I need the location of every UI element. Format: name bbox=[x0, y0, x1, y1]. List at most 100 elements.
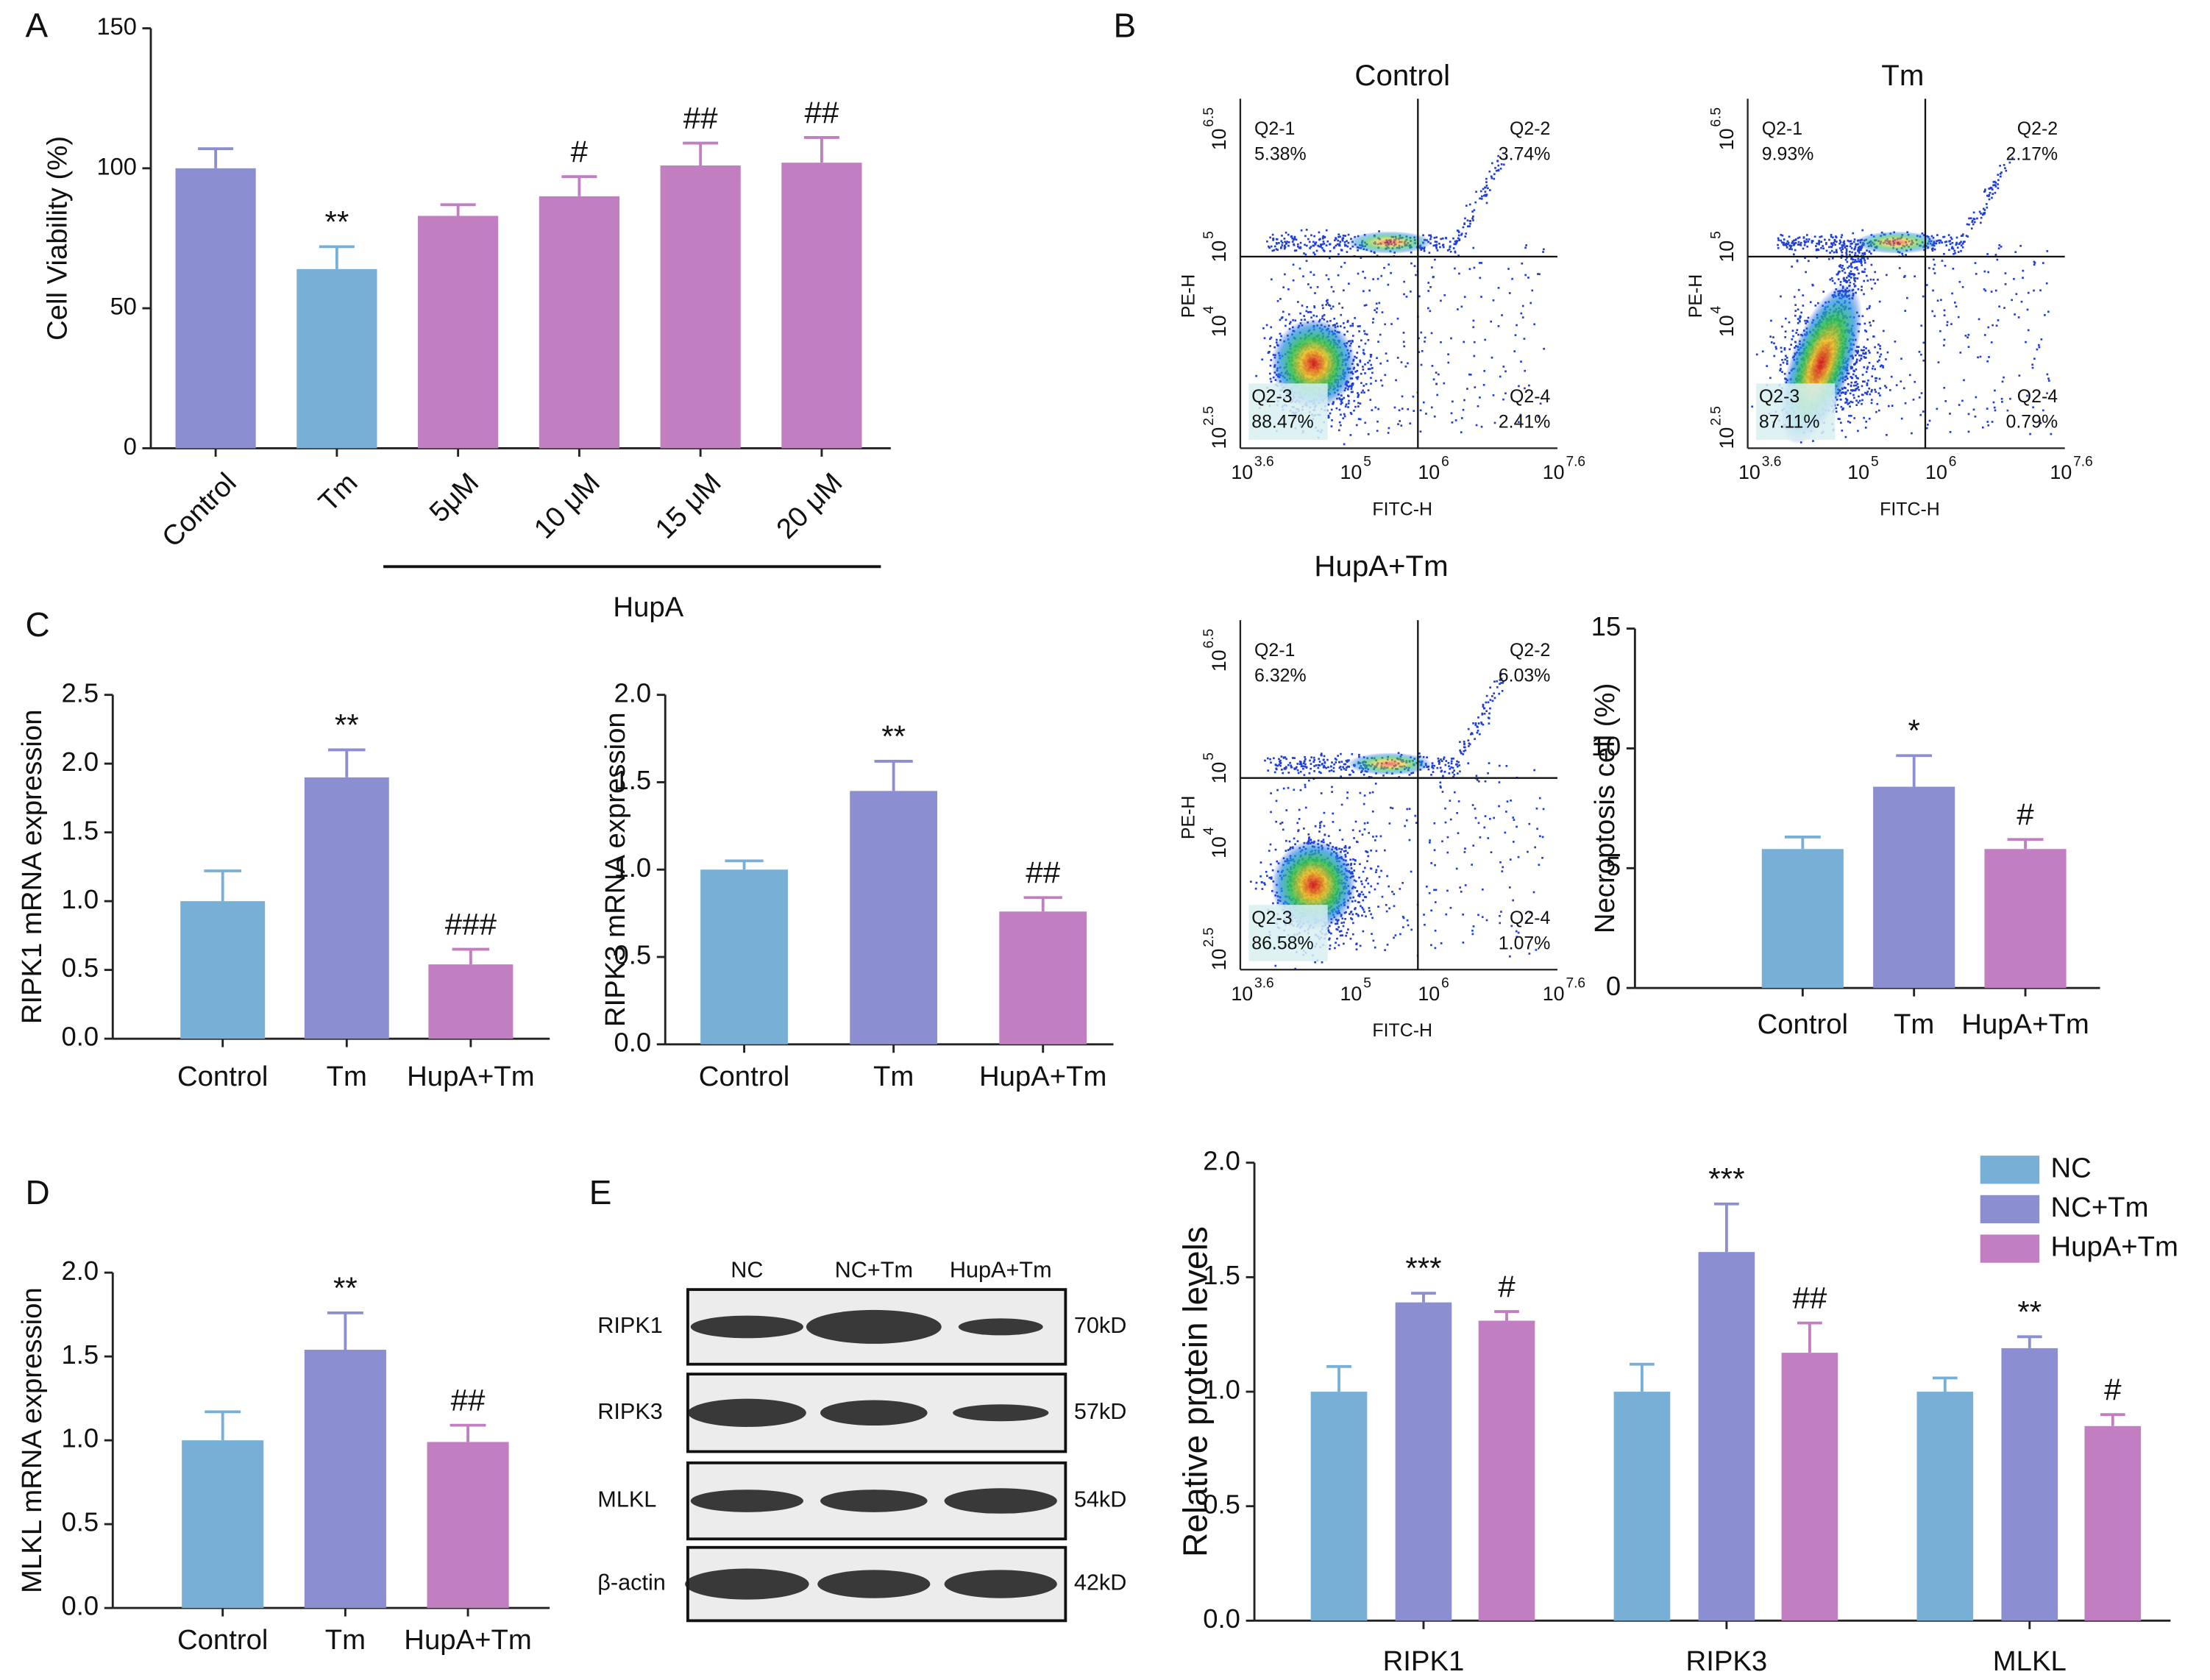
event-dot bbox=[1272, 239, 1274, 241]
y-tick-label: 50 bbox=[110, 293, 137, 320]
event-dot bbox=[1961, 235, 1964, 237]
event-dot bbox=[1802, 247, 1805, 250]
event-dot bbox=[1365, 896, 1368, 898]
flow-y-tick-exp: 2.5 bbox=[1709, 406, 1724, 426]
event-dot bbox=[1794, 249, 1797, 252]
event-dot bbox=[2013, 277, 2015, 280]
event-dot bbox=[1983, 212, 1986, 214]
event-dot bbox=[1480, 425, 1483, 428]
event-dot bbox=[1335, 407, 1338, 410]
event-dot bbox=[1967, 333, 1970, 336]
error-bar bbox=[1326, 1364, 1351, 1392]
event-dot bbox=[1927, 424, 1929, 426]
event-dot bbox=[1495, 169, 1498, 172]
event-dot bbox=[1270, 336, 1273, 339]
event-dot bbox=[1348, 282, 1350, 285]
event-dot bbox=[1312, 274, 1315, 276]
event-dot bbox=[1942, 235, 1944, 238]
event-dot bbox=[1986, 360, 1989, 363]
event-dot bbox=[1841, 246, 1844, 249]
event-dot bbox=[1863, 271, 1866, 273]
event-dot bbox=[1905, 254, 1907, 256]
bar bbox=[850, 791, 938, 1044]
event-dot bbox=[1830, 243, 1833, 245]
event-dot bbox=[1853, 389, 1856, 392]
event-dot bbox=[1375, 871, 1377, 874]
event-dot bbox=[1453, 243, 1456, 246]
event-dot bbox=[1843, 268, 1845, 271]
event-dot bbox=[1360, 391, 1363, 394]
event-dot bbox=[1857, 377, 1859, 380]
event-dot bbox=[1422, 401, 1425, 404]
event-dot bbox=[1818, 242, 1820, 244]
event-dot bbox=[1340, 413, 1342, 416]
event-dot bbox=[1797, 308, 1799, 311]
event-dot bbox=[1863, 293, 1865, 296]
event-dot bbox=[1310, 767, 1312, 770]
group-label: HupA bbox=[613, 591, 683, 623]
event-dot bbox=[1269, 236, 1271, 239]
y-axis-label: Necroptosis cell (%) bbox=[1589, 683, 1621, 934]
event-dot bbox=[1861, 289, 1863, 291]
event-dot bbox=[1855, 399, 1858, 402]
event-dot bbox=[1833, 282, 1836, 285]
event-dot bbox=[1343, 846, 1346, 849]
event-dot bbox=[1820, 235, 1823, 238]
event-dot bbox=[1773, 342, 1775, 345]
event-dot bbox=[1321, 304, 1323, 307]
event-dot bbox=[1490, 175, 1493, 178]
event-dot bbox=[1390, 271, 1393, 274]
event-dot bbox=[2026, 308, 2029, 311]
event-dot bbox=[1318, 830, 1321, 833]
event-dot bbox=[1966, 235, 1969, 238]
event-dot bbox=[1434, 241, 1437, 243]
event-dot bbox=[1797, 241, 1800, 243]
event-dot bbox=[1504, 370, 1507, 373]
event-dot bbox=[1303, 827, 1305, 830]
event-dot bbox=[1420, 363, 1423, 366]
event-dot bbox=[1840, 236, 1843, 238]
bar bbox=[2084, 1425, 2142, 1621]
event-dot bbox=[1460, 234, 1463, 236]
event-dot bbox=[1478, 262, 1481, 264]
event-dot bbox=[1460, 752, 1463, 755]
event-dot bbox=[1895, 384, 1898, 387]
event-dot bbox=[1319, 824, 1321, 827]
error-bar bbox=[1630, 1362, 1655, 1392]
event-dot bbox=[1871, 375, 1873, 378]
event-dot bbox=[1450, 337, 1452, 340]
event-dot bbox=[1998, 243, 2001, 246]
event-dot bbox=[1825, 243, 1827, 246]
event-dot bbox=[1818, 240, 1820, 242]
event-dot bbox=[1986, 194, 1989, 197]
flow-x-tick-base: 10 bbox=[1847, 461, 1869, 483]
event-dot bbox=[1918, 350, 1921, 353]
event-dot bbox=[1901, 252, 1903, 255]
event-dot bbox=[1371, 371, 1374, 374]
event-dot bbox=[1396, 357, 1399, 359]
event-dot bbox=[1779, 369, 1782, 371]
event-dot bbox=[1490, 177, 1493, 179]
event-dot bbox=[1475, 424, 1478, 427]
event-dot bbox=[1930, 235, 1933, 238]
event-dot bbox=[1845, 401, 1848, 404]
event-dot bbox=[1861, 402, 1863, 405]
event-dot bbox=[1866, 307, 1869, 310]
event-dot bbox=[1317, 244, 1320, 247]
event-dot bbox=[1332, 290, 1335, 293]
event-dot bbox=[1816, 302, 1819, 305]
event-dot bbox=[1376, 882, 1379, 885]
event-dot bbox=[1380, 274, 1383, 277]
event-dot bbox=[1947, 234, 1950, 236]
event-dot bbox=[1281, 241, 1284, 244]
bar bbox=[1761, 849, 1844, 989]
event-dot bbox=[1941, 241, 1943, 244]
event-dot bbox=[1853, 279, 1855, 281]
event-dot bbox=[1344, 918, 1346, 920]
event-dot bbox=[1832, 236, 1834, 239]
event-dot bbox=[1861, 252, 1864, 255]
event-dot bbox=[1468, 268, 1471, 271]
event-dot bbox=[1948, 240, 1950, 243]
event-dot bbox=[1307, 311, 1310, 313]
event-dot bbox=[1351, 324, 1354, 327]
